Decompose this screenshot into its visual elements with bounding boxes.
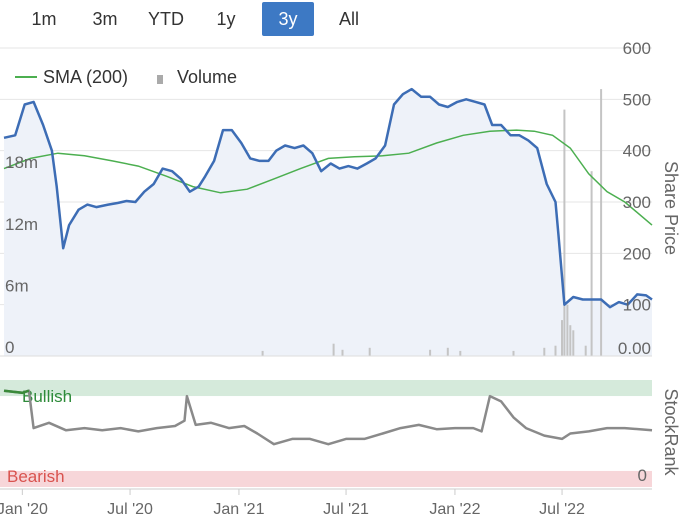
x-tick-label: Jul '20 bbox=[107, 501, 153, 518]
volume-tick-label: 6m bbox=[5, 276, 29, 295]
volume-tick-label: 0 bbox=[5, 338, 14, 357]
x-tick-label: Jan '20 bbox=[0, 501, 48, 518]
range-button-all[interactable]: All bbox=[338, 9, 359, 29]
range-button-ytd[interactable]: YTD bbox=[148, 9, 184, 29]
volume-bar bbox=[590, 171, 593, 356]
volume-bar bbox=[584, 345, 587, 356]
range-button-3y[interactable]: 3y bbox=[262, 2, 314, 36]
stockrank-high-segment bbox=[3, 389, 30, 395]
price-tick-label: 100 bbox=[623, 296, 651, 315]
volume-bar bbox=[543, 347, 546, 356]
range-button-3m[interactable]: 3m bbox=[92, 9, 118, 29]
volume-bar bbox=[561, 320, 563, 356]
legend-volume-label: Volume bbox=[177, 67, 237, 87]
volume-bar bbox=[572, 330, 575, 356]
volume-tick-label: 18m bbox=[5, 153, 38, 172]
stockrank-line bbox=[3, 389, 653, 446]
x-tick-label: Jan '22 bbox=[429, 501, 480, 518]
volume-tick-label: 12m bbox=[5, 215, 38, 234]
x-tick-label: Jul '21 bbox=[323, 501, 369, 518]
x-tick-label: Jul '22 bbox=[539, 501, 585, 518]
range-button-1m[interactable]: 1m bbox=[31, 9, 57, 29]
price-tick-label: 0.00 bbox=[618, 339, 651, 358]
range-selector: 1m 3m YTD 1y 3y All bbox=[0, 0, 400, 40]
volume-bar bbox=[368, 347, 371, 356]
volume-bar bbox=[566, 304, 569, 356]
price-tick-label: 500 bbox=[623, 90, 651, 109]
price-tick-label: 300 bbox=[623, 193, 651, 212]
volume-bar bbox=[554, 345, 557, 356]
price-tick-label: 400 bbox=[623, 142, 651, 161]
range-button-1y[interactable]: 1y bbox=[216, 9, 236, 29]
legend: SMA (200) Volume bbox=[15, 67, 237, 87]
sma-line bbox=[3, 129, 653, 226]
volume-bar bbox=[341, 349, 344, 356]
price-tick-label: 200 bbox=[623, 244, 651, 263]
price-line bbox=[3, 87, 653, 309]
bearish-label: Bearish bbox=[7, 467, 65, 486]
volume-bar bbox=[429, 349, 432, 356]
price-tick-label: 600 bbox=[623, 39, 651, 58]
stockrank-axis-title: StockRank bbox=[661, 388, 681, 476]
bullish-band bbox=[0, 380, 652, 397]
volume-bar bbox=[261, 350, 264, 356]
legend-sma-label: SMA (200) bbox=[43, 67, 128, 87]
volume-bar bbox=[459, 350, 462, 356]
price-axis-title: Share Price bbox=[661, 161, 681, 255]
stockrank-tick-label: 0 bbox=[638, 466, 647, 485]
volume-bar bbox=[512, 350, 515, 356]
price-area bbox=[4, 89, 652, 356]
legend-volume-swatch bbox=[157, 75, 163, 84]
volume-bar bbox=[600, 89, 603, 356]
x-tick-label: Jan '21 bbox=[213, 501, 264, 518]
volume-bar bbox=[446, 347, 449, 356]
volume-bar bbox=[332, 343, 335, 356]
volume-bar bbox=[569, 325, 572, 356]
bearish-band bbox=[0, 470, 652, 487]
volume-bar bbox=[563, 109, 566, 356]
bullish-label: Bullish bbox=[22, 387, 72, 406]
